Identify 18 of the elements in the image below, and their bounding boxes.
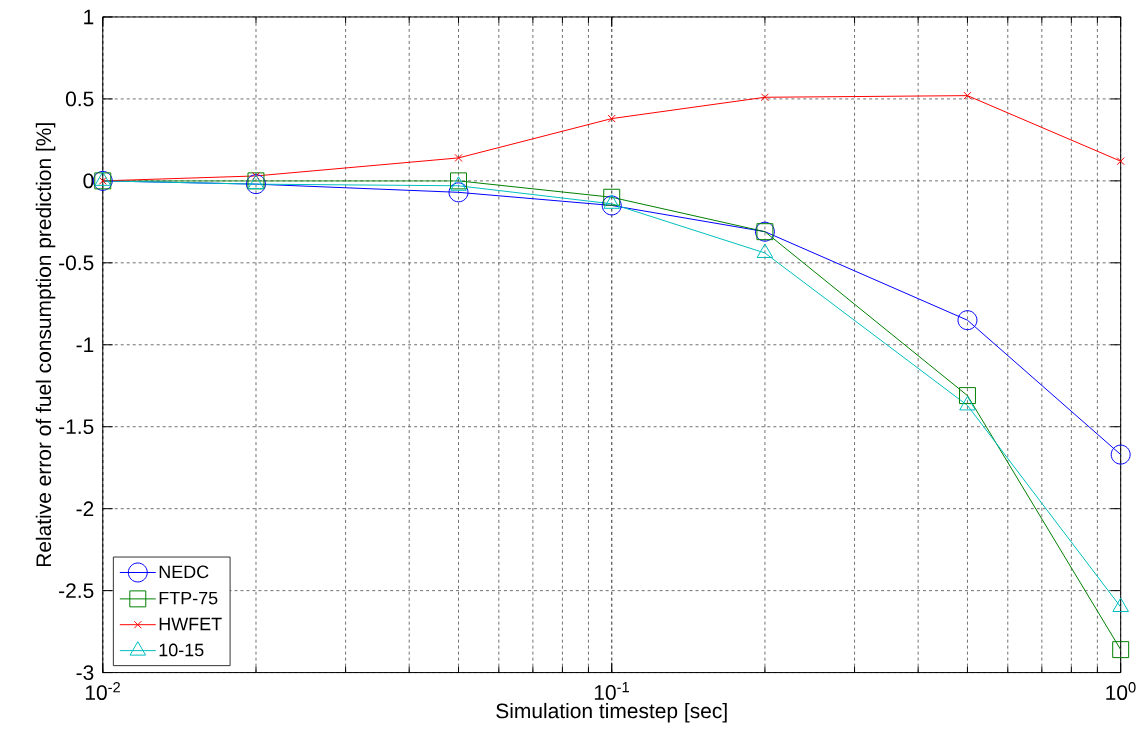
y-axis-title: Relative error of fuel consumption prediction [%]: [35, 123, 56, 566]
x-tick-label: 10$^{-1}$: [594, 681, 629, 700]
legend-label: 10-15: [159, 643, 204, 657]
y-tick-label: -2.5: [59, 583, 94, 598]
y-tick-label: 0: [83, 173, 94, 189]
x-tick-label: 10$^{0}$: [1106, 681, 1136, 700]
y-tick-label: 1: [84, 9, 94, 24]
legend-label: NEDC: [159, 565, 209, 578]
y-tick-label: -3: [76, 664, 94, 680]
legend-label: FTP-75: [159, 591, 218, 605]
y-tick-label: -1: [76, 337, 94, 352]
x-tick-label: 10$^{-2}$: [85, 681, 120, 700]
y-tick-label: -2: [76, 501, 94, 516]
x-axis-title: Simulation timestep [sec]: [496, 702, 727, 723]
legend-label: HWFET: [159, 617, 222, 630]
y-tick-label: -0.5: [59, 255, 94, 271]
y-tick-label: 0.5: [65, 91, 94, 107]
y-tick-label: -1.5: [59, 419, 94, 434]
